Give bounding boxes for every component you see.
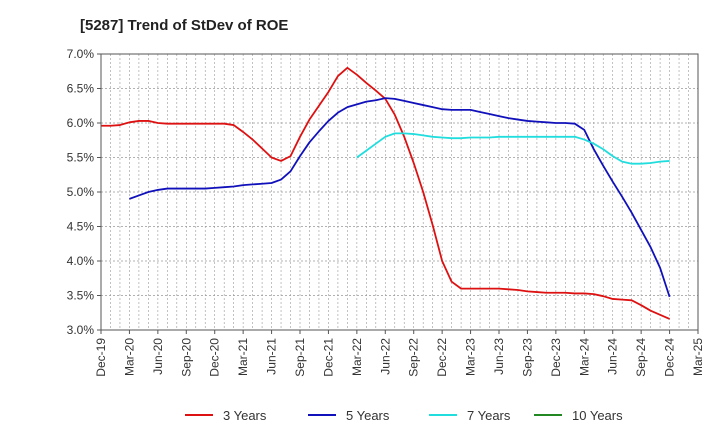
x-tick-label: Mar-22: [350, 338, 364, 376]
x-tick-label: Dec-23: [549, 338, 563, 377]
x-tick-label: Sep-22: [407, 338, 421, 377]
x-tick-label: Jun-24: [606, 338, 620, 375]
x-tick-label: Dec-19: [94, 338, 108, 377]
x-tick-label: Jun-22: [378, 338, 392, 375]
x-tick-label: Dec-21: [321, 338, 335, 377]
x-tick-label: Mar-24: [577, 338, 591, 376]
x-tick-label: Jun-20: [151, 338, 165, 375]
x-tick-label: Mar-21: [236, 338, 250, 376]
series-line-5-years: [129, 97, 671, 298]
x-tick-label: Dec-24: [663, 338, 677, 377]
chart-title: [5287] Trend of StDev of ROE: [80, 17, 288, 34]
series-layer: [101, 66, 671, 320]
x-tick-label: Mar-20: [122, 338, 136, 376]
legend-label: 10 Years: [572, 408, 623, 423]
y-tick-label: 6.5%: [67, 82, 95, 96]
legend-label: 7 Years: [467, 408, 511, 423]
x-tick-label: Sep-23: [520, 338, 534, 377]
x-tick-label: Jun-21: [265, 338, 279, 375]
x-axis: Dec-19 Mar-20 Jun-20 Sep-20 Dec-20 Mar-21 Jun-…: [94, 330, 705, 377]
y-tick-label: 3.5%: [67, 289, 95, 303]
x-tick-label: Jun-23: [492, 338, 506, 375]
x-tick-label: Dec-20: [208, 338, 222, 377]
y-tick-label: 7.0%: [67, 47, 95, 61]
y-tick-label: 4.5%: [67, 220, 95, 234]
y-tick-label: 4.0%: [67, 254, 95, 268]
x-tick-label: Dec-22: [435, 338, 449, 377]
y-tick-label: 6.0%: [67, 116, 95, 130]
series-line-7-years: [356, 132, 670, 165]
legend: 3 Years 5 Years 7 Years 10 Years: [185, 408, 623, 423]
y-axis: 3.0% 3.5% 4.0% 4.5% 5.0% 5.5% 6.0% 6.5% 7.0%: [67, 47, 101, 337]
x-tick-label: Sep-24: [634, 338, 648, 377]
y-tick-label: 3.0%: [67, 323, 95, 337]
x-tick-label: Sep-20: [179, 338, 193, 377]
y-tick-label: 5.5%: [67, 151, 95, 165]
x-tick-label: Mar-25: [691, 338, 705, 376]
legend-label: 5 Years: [346, 408, 390, 423]
x-tick-label: Sep-21: [293, 338, 307, 377]
y-tick-label: 5.0%: [67, 185, 95, 199]
legend-label: 3 Years: [223, 408, 267, 423]
x-tick-label: Mar-23: [464, 338, 478, 376]
